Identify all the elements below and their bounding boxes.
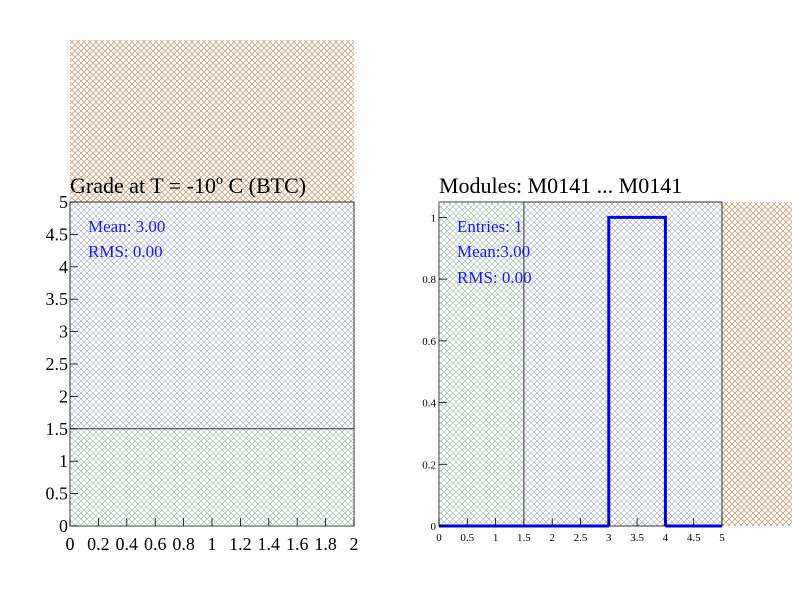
right-y-tick-label: 1	[431, 212, 437, 224]
right-x-tick-label: 1	[493, 532, 499, 544]
right-stats-rms: RMS: 0.00	[457, 268, 532, 287]
right-chart-title: Modules: M0141 ... M0141	[439, 173, 682, 198]
left-y-tick-label: 5	[59, 192, 68, 212]
left-x-axis: 0 0.2 0.4 0.6 0.8 1 1.2 1.4 1.6 1.8 2	[66, 518, 359, 554]
right-x-tick-label: 0	[436, 532, 442, 544]
tan-hatch-right-panel	[722, 202, 792, 526]
left-x-tick-label: 1.4	[258, 534, 281, 554]
left-x-tick-label: 0	[66, 534, 75, 554]
left-y-tick-label: 3.5	[46, 289, 69, 309]
left-y-tick-label: 2.5	[46, 354, 69, 374]
right-x-tick-label: 2	[549, 532, 555, 544]
right-y-tick-label: 0.8	[422, 274, 436, 286]
left-y-tick-label: 1.5	[46, 419, 69, 439]
left-y-tick-label: 1	[59, 451, 68, 471]
right-stats-mean: Mean:3.00	[457, 242, 530, 261]
left-below-threshold-area	[70, 428, 354, 526]
right-x-tick-label: 3	[606, 532, 612, 544]
left-x-tick-label: 1.2	[229, 534, 252, 554]
right-x-tick-label: 4	[663, 532, 669, 544]
left-x-tick-label: 1.6	[286, 534, 309, 554]
right-below-threshold-area	[439, 202, 524, 526]
left-x-tick-label: 0.2	[87, 534, 110, 554]
right-y-tick-label: 0.2	[422, 459, 436, 471]
histogram-bin	[607, 215, 667, 526]
right-x-axis: 0 0.5 1 1.5 2 2.5 3 3.5 4 4.5 5	[436, 518, 725, 544]
right-y-tick-label: 0.4	[422, 398, 436, 410]
left-x-tick-label: 0.4	[116, 534, 139, 554]
left-x-tick-label: 1.8	[314, 534, 337, 554]
left-y-tick-label: 3	[59, 322, 68, 342]
right-x-tick-label: 5	[719, 532, 725, 544]
right-x-tick-label: 3.5	[630, 532, 644, 544]
left-x-tick-label: 0.8	[172, 534, 195, 554]
tan-hatch-top-panel	[70, 40, 354, 202]
left-x-tick-label: 2	[350, 534, 359, 554]
right-x-tick-label: 4.5	[687, 532, 701, 544]
left-x-tick-label: 1	[208, 534, 217, 554]
left-y-tick-label: 4.5	[46, 224, 69, 244]
left-y-tick-label: 2	[59, 386, 68, 406]
left-x-tick-label: 0.6	[144, 534, 167, 554]
left-y-tick-label: 0	[59, 516, 68, 536]
left-stats-mean: Mean: 3.00	[88, 217, 165, 236]
right-x-tick-label: 1.5	[517, 532, 531, 544]
left-y-tick-label: 0.5	[46, 484, 69, 504]
right-chart: 0 0.5 1 1.5 2 2.5 3 3.5 4 4.5 5 0 0.2 0.4 0.6 0.8 1 Mod…	[422, 173, 725, 544]
left-chart-title: Grade at T = -10o C (BTC)	[70, 173, 306, 198]
right-y-tick-label: 0.6	[422, 336, 436, 348]
left-stats-rms: RMS: 0.00	[88, 242, 163, 261]
left-chart: 0 0.2 0.4 0.6 0.8 1 1.2 1.4 1.6 1.8 2 0 0.5 1 1.5 2 2.5…	[46, 173, 359, 554]
left-y-axis: 0 0.5 1 1.5 2 2.5 3 3.5 4 4.5 5	[46, 192, 78, 536]
right-y-tick-label: 0	[431, 521, 437, 533]
right-y-axis: 0 0.2 0.4 0.6 0.8 1	[422, 212, 447, 533]
right-stats-entries: Entries: 1	[457, 217, 523, 236]
right-x-tick-label: 2.5	[574, 532, 588, 544]
left-y-tick-label: 4	[59, 257, 68, 277]
right-x-tick-label: 0.5	[460, 532, 474, 544]
